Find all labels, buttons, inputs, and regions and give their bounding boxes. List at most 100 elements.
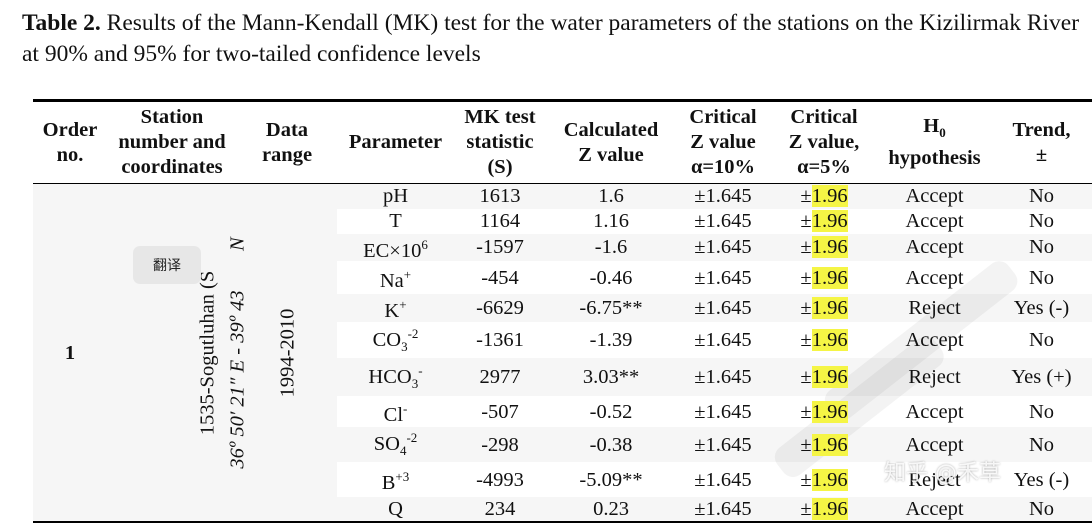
parameter-cell: B+3 (381, 468, 410, 494)
calculated-z-cell: 1.16 (593, 210, 629, 232)
table-row: HCO3- 2977 3.03** ±1.645 ±1.96 Reject Yes (+) (33, 358, 1092, 396)
calculated-z-cell: 3.03** (582, 366, 640, 389)
critical-5-cell: ±1.96 (800, 297, 848, 320)
table-row: EC×106 -1597 -1.6 ±1.645 ±1.96 Accept No (33, 234, 1092, 262)
trend-cell: No (1028, 185, 1055, 208)
translate-button[interactable]: 翻译 (133, 246, 201, 284)
header-order: Order no. (42, 118, 98, 166)
h0-cell: Accept (905, 266, 964, 289)
critical-10-cell: ±1.645 (694, 366, 752, 389)
highlight-mark: 1.96 (811, 185, 848, 208)
trend-cell: Yes (-) (1013, 468, 1070, 491)
mk-statistic-cell: 2977 (479, 366, 521, 389)
mk-statistic-cell: -1361 (476, 329, 524, 352)
parameter-cell: EC×106 (363, 236, 428, 262)
mk-statistic-cell: -298 (481, 433, 519, 456)
calculated-z-cell: -6.75** (579, 297, 643, 320)
calculated-z-cell: -5.09** (579, 468, 643, 491)
mk-statistic-cell: 234 (484, 498, 516, 521)
critical-5-cell: ±1.96 (800, 236, 848, 259)
parameter-cell: T (389, 210, 402, 232)
trend-cell: No (1028, 266, 1055, 289)
h0-cell: Reject (908, 468, 961, 491)
table-row: SO4-2 -298 -0.38 ±1.645 ±1.96 Accept No (33, 427, 1092, 462)
table-caption: Table 2. Results of the Mann-Kendall (MK… (22, 8, 1088, 70)
parameter-cell: Na+ (379, 266, 412, 292)
caption-text: Results of the Mann-Kendall (MK) test fo… (22, 10, 1080, 67)
header-calculated-z: Calculated Z value (563, 118, 659, 166)
h0-cell: Accept (905, 329, 964, 352)
trend-cell: Yes (-) (1013, 297, 1070, 320)
parameter-cell: pH (382, 185, 409, 208)
order-cell: 1 (64, 341, 76, 364)
parameter-cell: Q (388, 498, 403, 521)
table-body: 1 1535-Sogutluhan (S 36º 50′ 21″ E - 39º 4… (33, 184, 1092, 523)
trend-cell: No (1028, 210, 1055, 232)
highlight-mark: 1.96 (811, 266, 848, 289)
table-row: Cl- -507 -0.52 ±1.645 ±1.96 Accept No (33, 396, 1092, 427)
calculated-z-cell: -0.52 (589, 400, 633, 423)
mk-statistic-cell: -4993 (476, 468, 524, 491)
header-data-range: Data range (261, 118, 313, 166)
mk-statistic-cell: -507 (481, 400, 519, 423)
mk-statistic-cell: -1597 (476, 236, 524, 259)
parameter-cell: Cl- (383, 400, 408, 426)
critical-5-cell: ±1.96 (800, 366, 848, 389)
h0-cell: Accept (905, 498, 964, 521)
calculated-z-cell: 1.6 (598, 185, 624, 208)
critical-5-cell: ±1.96 (800, 185, 848, 208)
zhihu-watermark: 知乎 @禾草 (884, 461, 1001, 486)
critical-10-cell: ±1.645 (694, 468, 752, 491)
h0-cell: Accept (905, 433, 964, 456)
mk-statistic-cell: -6629 (476, 297, 524, 320)
highlight-mark: 1.96 (811, 468, 848, 491)
table-row: CO3-2 -1361 -1.39 ±1.645 ±1.96 Accept No (33, 322, 1092, 358)
header-row: Order no. Station number and coordinates Da… (33, 100, 1092, 184)
calculated-z-cell: -0.38 (589, 433, 633, 456)
critical-5-cell: ±1.96 (800, 210, 848, 232)
parameter-cell: CO3-2 (372, 325, 419, 354)
table-row: T 1164 1.16 ±1.645 ±1.96 Accept No (33, 209, 1092, 234)
critical-10-cell: ±1.645 (694, 185, 752, 208)
critical-10-cell: ±1.645 (694, 400, 752, 423)
critical-5-cell: ±1.96 (800, 498, 848, 521)
table-row: Na+ -454 -0.46 ±1.645 ±1.96 Accept No (33, 261, 1092, 294)
highlight-mark: 1.96 (811, 210, 848, 232)
highlight-mark: 1.96 (811, 329, 848, 352)
critical-5-cell: ±1.96 (800, 400, 848, 423)
station-cell: 1535-Sogutluhan (S 36º 50′ 21″ E - 39º 43… (107, 184, 249, 523)
critical-10-cell: ±1.645 (694, 266, 752, 289)
highlight-mark: 1.96 (811, 433, 848, 456)
critical-10-cell: ±1.645 (694, 329, 752, 352)
parameter-cell: K+ (384, 297, 407, 323)
trend-cell: Yes (+) (1011, 366, 1072, 389)
critical-10-cell: ±1.645 (694, 297, 752, 320)
h0-cell: Accept (905, 400, 964, 423)
mk-statistic-cell: -454 (481, 266, 519, 289)
station-label: 1535-Sogutluhan (S 36º 50′ 21″ E - 39º 43… (196, 236, 249, 469)
critical-5-cell: ±1.96 (800, 329, 848, 352)
highlight-mark: 1.96 (811, 297, 848, 320)
critical-10-cell: ±1.645 (694, 498, 752, 521)
highlight-mark: 1.96 (811, 498, 848, 521)
calculated-z-cell: -0.46 (589, 266, 633, 289)
trend-cell: No (1028, 236, 1055, 259)
critical-10-cell: ±1.645 (694, 433, 752, 456)
header-station: Station number and coordinates (118, 106, 226, 178)
critical-5-cell: ±1.96 (800, 266, 848, 289)
caption-label: Table 2. (22, 10, 101, 36)
critical-5-cell: ±1.96 (800, 468, 848, 491)
h0-cell: Accept (905, 210, 964, 232)
header-h0: H0 hypothesis (888, 115, 981, 169)
header-trend: Trend, ± (1012, 118, 1071, 166)
calculated-z-cell: -1.6 (594, 236, 628, 259)
table-row: 1 1535-Sogutluhan (S 36º 50′ 21″ E - 39º 4… (33, 184, 1092, 468)
trend-cell: No (1028, 433, 1055, 456)
header-critical-5: Critical Z value, α=5% (788, 106, 860, 178)
h0-cell: Reject (908, 366, 961, 389)
h0-cell: Accept (905, 236, 964, 259)
critical-10-cell: ±1.645 (694, 210, 752, 232)
critical-5-cell: ±1.96 (800, 433, 848, 456)
highlight-mark: 1.96 (811, 400, 848, 423)
header-mk-statistic: MK test statistic (S) (464, 106, 536, 178)
